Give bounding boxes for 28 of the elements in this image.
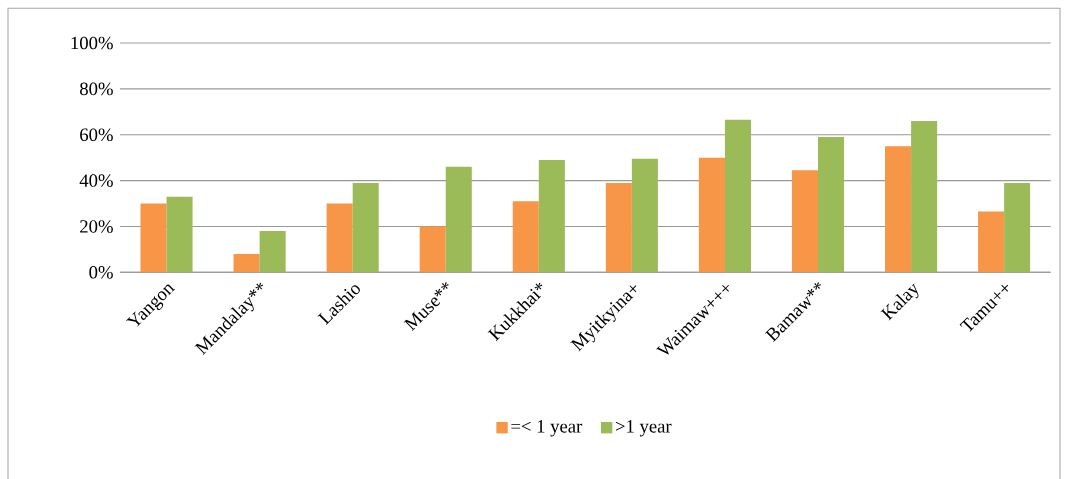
bar [538, 159, 565, 273]
bar [605, 182, 632, 273]
bar [512, 201, 539, 273]
bar [140, 203, 167, 273]
bar [818, 137, 845, 273]
y-tick-label: 40% [79, 174, 113, 187]
bar [698, 157, 725, 273]
legend-label: >1 year [615, 420, 672, 437]
bar [352, 182, 379, 273]
y-tick-label: 100% [71, 36, 113, 50]
bar [233, 253, 260, 273]
bar [445, 166, 472, 273]
bar [911, 120, 938, 273]
bar [885, 146, 912, 273]
y-tick-label: 0% [89, 266, 113, 279]
bar [326, 203, 353, 273]
bar [1004, 182, 1031, 273]
bar [631, 158, 658, 273]
legend-label: =< 1 year [511, 420, 583, 437]
bar [791, 170, 819, 273]
bar [419, 226, 446, 273]
bar [259, 231, 286, 273]
y-tick-label: 20% [80, 220, 113, 233]
bar [166, 196, 193, 273]
y-tick-label: 80% [80, 82, 113, 96]
bar [724, 119, 751, 273]
bar [978, 211, 1005, 273]
y-tick-label: 60% [80, 128, 113, 142]
